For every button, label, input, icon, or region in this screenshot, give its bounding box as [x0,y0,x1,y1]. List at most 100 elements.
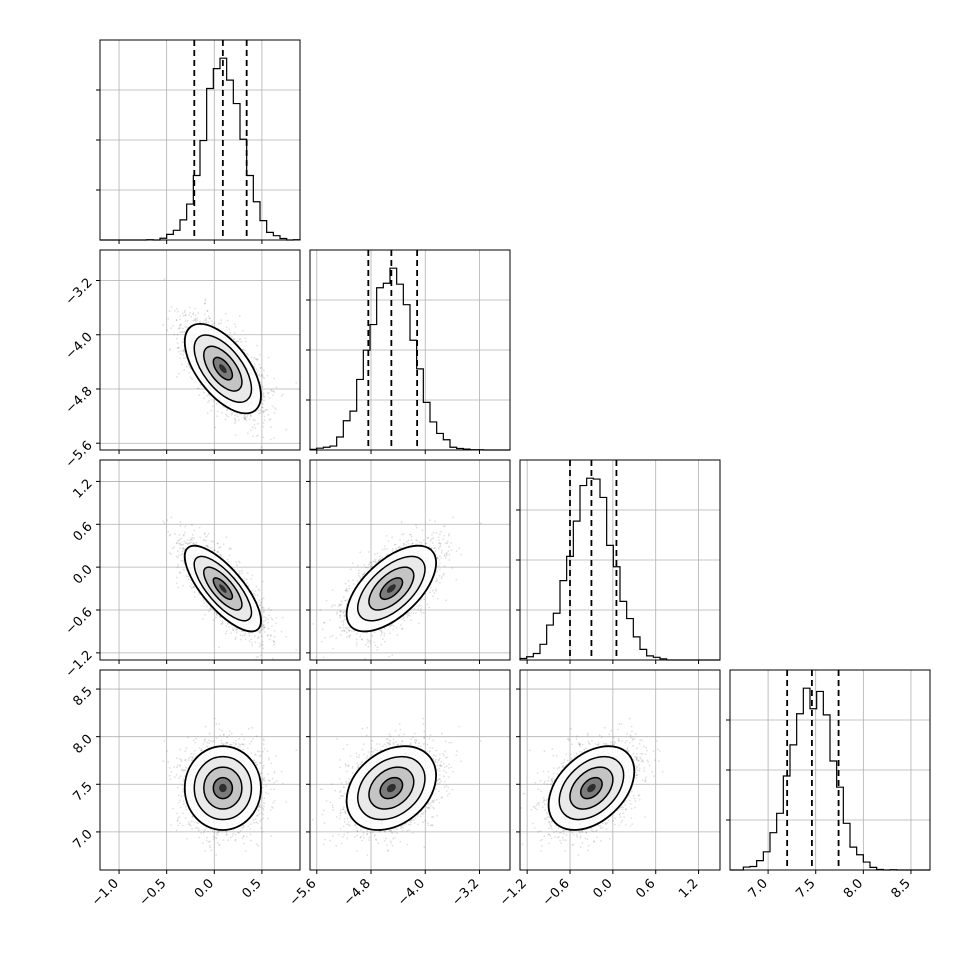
sample-point [248,632,250,635]
sample-point [190,541,193,544]
sample-point [263,626,266,629]
sample-point [185,356,188,359]
sample-point [267,634,269,636]
sample-point [245,578,248,581]
sample-point [204,302,207,305]
sample-point [183,357,185,359]
sample-point [177,350,180,353]
sample-point [249,413,252,416]
sample-point [241,572,244,575]
sample-point [259,353,261,356]
sample-point [206,395,209,397]
sample-point [215,403,218,405]
sample-point [234,326,237,328]
sample-point [175,555,178,558]
sample-point [170,327,173,330]
sample-point [203,391,205,394]
sample-point [205,321,208,324]
sample-point [175,576,178,579]
sample-point [233,422,236,425]
sample-point [252,435,255,438]
sample-point [221,620,224,623]
sample-point [205,536,207,538]
sample-point [243,634,246,636]
sample-point [216,410,219,413]
sample-point [262,628,265,631]
sample-point [238,340,240,343]
sample-point [204,539,207,542]
sample-point [169,533,172,536]
sample-point [258,630,260,633]
sample-point [234,638,237,641]
sample-point [218,646,221,649]
sample-point [186,319,189,322]
panel-1-0 [96,249,301,454]
sample-point [244,632,247,635]
sample-point [239,638,242,641]
sample-point [197,387,200,390]
sample-point [206,545,209,548]
sample-point [251,644,254,647]
sample-point [250,577,253,580]
sample-point [253,363,256,366]
sample-point [256,359,258,361]
sample-point [187,542,190,545]
sample-point [259,381,262,384]
sample-point [217,542,219,545]
sample-point [204,313,206,316]
sample-point [183,533,185,536]
sample-point [219,616,222,619]
sample-point [175,319,178,321]
sample-point [263,419,266,422]
panel-2-0 [96,459,301,664]
sample-point [215,616,217,619]
sample-point [202,321,205,324]
sample-point [183,540,186,543]
sample-point [220,553,222,556]
sample-point [191,533,194,536]
sample-point [163,278,166,281]
sample-point [204,299,207,302]
sample-point [233,338,236,340]
sample-point [177,310,179,313]
sample-point [225,630,228,632]
sample-point [179,331,181,334]
sample-point [263,399,265,402]
contour-1-0-4 [219,364,227,374]
sample-point [258,589,261,592]
sample-point [244,638,247,641]
sample-point [261,385,264,388]
sample-point [190,587,193,590]
sample-point [180,350,183,352]
sample-point [262,436,265,439]
sample-point [258,373,261,375]
sample-point [254,358,257,360]
sample-point [273,630,276,632]
sample-point [226,623,229,625]
sample-point [179,544,182,546]
sample-point [262,643,264,646]
sample-point [258,412,260,414]
sample-point [251,574,254,577]
sample-point [247,414,249,416]
sample-point [163,522,166,525]
sample-point [213,324,216,327]
sample-point [222,543,225,546]
sample-point [263,631,266,633]
sample-point [262,647,265,650]
sample-point [258,645,261,648]
sample-point [226,408,229,411]
sample-point [213,549,216,552]
sample-point [184,320,187,323]
sample-point [227,560,230,563]
sample-point [259,629,262,632]
sample-point [234,434,237,436]
sample-point [179,357,182,360]
sample-point [273,407,276,409]
sample-point [203,539,206,541]
sample-point [224,312,227,315]
sample-point [238,570,241,573]
sample-point [216,415,219,418]
sample-point [204,298,207,300]
sample-point [225,536,228,539]
